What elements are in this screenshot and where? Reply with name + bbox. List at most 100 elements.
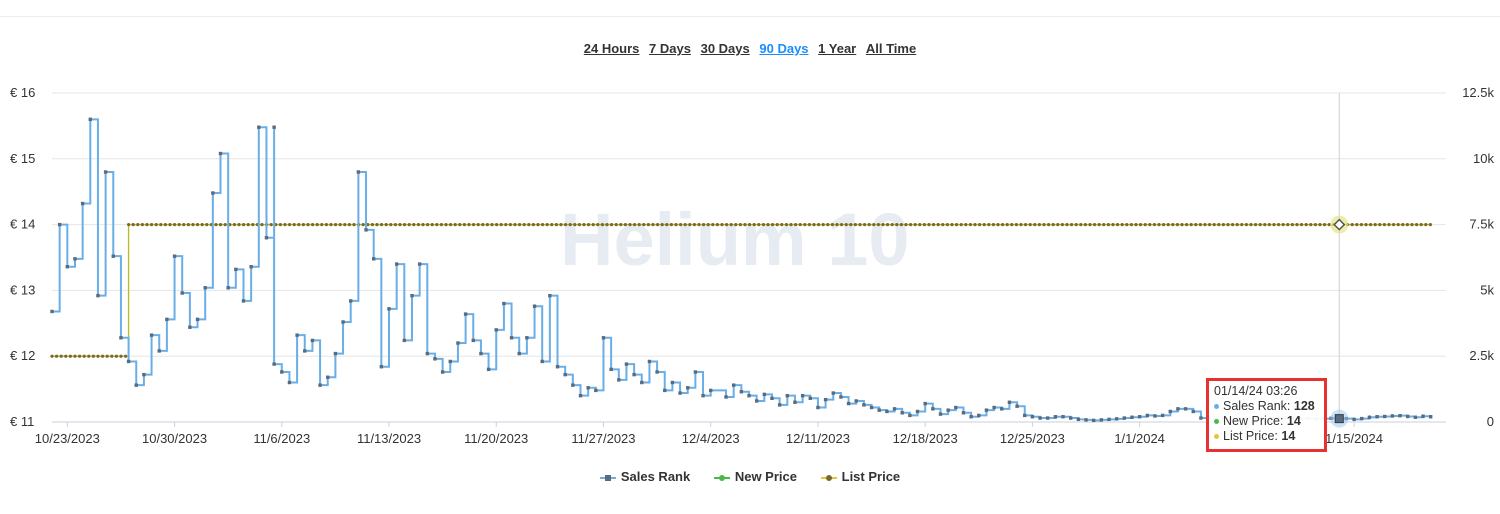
- list-price-point: [375, 223, 379, 227]
- list-price-point: [1387, 223, 1391, 227]
- list-price-point: [844, 223, 848, 227]
- list-price-point: [692, 223, 696, 227]
- list-price-point: [333, 223, 338, 227]
- sales-rank-point: [724, 395, 728, 399]
- list-price-point: [1042, 223, 1046, 227]
- list-price-point: [600, 223, 604, 227]
- list-price-point: [1033, 223, 1037, 227]
- list-price-point: [476, 223, 480, 227]
- list-price-point: [1171, 223, 1175, 227]
- list-price-point: [218, 223, 223, 227]
- tooltip: 01/14/24 03:26 Sales Rank: 128 New Price…: [1206, 378, 1327, 452]
- list-price-point: [770, 223, 775, 227]
- list-price-point: [1074, 223, 1078, 227]
- range-7-days[interactable]: 7 Days: [649, 41, 691, 56]
- list-price-point: [101, 354, 105, 358]
- list-price-point: [168, 223, 172, 227]
- range-1-year[interactable]: 1 Year: [818, 41, 857, 56]
- list-price-point: [96, 354, 100, 358]
- range-90-days[interactable]: 90 Days: [759, 41, 809, 56]
- list-price-point: [1318, 223, 1322, 227]
- sales-rank-point: [854, 399, 858, 403]
- list-price-point: [499, 223, 503, 227]
- sales-rank-point: [670, 380, 675, 385]
- sales-rank-point: [900, 411, 904, 415]
- sales-rank-point: [548, 293, 552, 298]
- list-price-point: [140, 223, 144, 227]
- list-price-point: [246, 223, 250, 227]
- sales-rank-point: [402, 338, 407, 343]
- tooltip-row-sales-rank: Sales Rank: 128: [1214, 399, 1319, 414]
- sales-rank-point: [1421, 414, 1425, 418]
- sales-rank-point: [1046, 416, 1050, 420]
- list-price-point: [324, 223, 328, 227]
- list-price-point: [504, 223, 508, 227]
- tooltip-row-list-price: List Price: 14: [1214, 429, 1319, 444]
- sales-rank-point: [1191, 409, 1195, 414]
- list-price-point: [91, 354, 95, 358]
- sales-rank-point: [502, 301, 506, 306]
- range-all-time[interactable]: All Time: [865, 41, 917, 56]
- list-price-point: [412, 223, 416, 227]
- sales-rank-point: [571, 383, 575, 387]
- list-price-point: [1382, 223, 1386, 227]
- list-price-point: [490, 223, 494, 227]
- list-price-point: [439, 223, 443, 227]
- list-price-point: [766, 223, 770, 227]
- list-price-point: [343, 223, 347, 227]
- list-price-point: [435, 223, 439, 227]
- x-tick-label: 10/30/2023: [142, 431, 207, 446]
- sales-rank-point: [126, 359, 131, 364]
- list-price-point: [1235, 223, 1239, 227]
- sales-rank-point: [241, 299, 246, 303]
- legend-item-sales-rank[interactable]: Sales Rank: [599, 469, 690, 484]
- list-price-point: [389, 223, 393, 227]
- list-price-point: [287, 223, 292, 227]
- sales-rank-point: [417, 262, 422, 266]
- sales-rank-point: [494, 328, 498, 332]
- sales-rank-point: [1360, 416, 1364, 421]
- list-price-point: [559, 223, 563, 227]
- list-price-point: [329, 223, 333, 227]
- list-price-point: [655, 223, 660, 227]
- list-price-point: [835, 223, 839, 227]
- sales-rank-point: [172, 254, 177, 258]
- y-right-tick-label: 0: [1487, 414, 1494, 429]
- sales-rank-point: [425, 351, 430, 356]
- legend-item-list-price[interactable]: List Price: [820, 469, 900, 484]
- list-price-point: [195, 223, 200, 227]
- list-price-point: [1184, 223, 1189, 227]
- range-30-days[interactable]: 30 Days: [700, 41, 750, 56]
- range-24-hours[interactable]: 24 Hours: [583, 41, 640, 56]
- list-price-point: [586, 223, 591, 227]
- list-price-point: [885, 223, 890, 227]
- list-price-point: [494, 223, 499, 227]
- list-price-point: [1230, 223, 1235, 227]
- list-price-point: [1175, 223, 1179, 227]
- list-price-point: [1212, 223, 1216, 227]
- list-price-point: [895, 223, 899, 227]
- list-price-point: [393, 223, 397, 227]
- sales-rank-point: [471, 338, 475, 343]
- list-price-point: [1056, 223, 1060, 227]
- list-price-point: [904, 223, 908, 227]
- list-price-point: [105, 354, 109, 358]
- list-price-point: [1373, 223, 1377, 227]
- list-price-point: [798, 223, 802, 227]
- list-price-point: [996, 223, 1000, 227]
- sales-rank-point: [1122, 416, 1127, 420]
- list-price-point: [1359, 223, 1363, 227]
- list-price-point: [59, 354, 63, 358]
- list-price-point: [163, 223, 167, 227]
- list-price-point: [936, 223, 940, 227]
- y-right-tick-label: 10k: [1473, 151, 1494, 166]
- list-price-point: [402, 223, 407, 227]
- list-price-point: [729, 223, 733, 227]
- sales-rank-point: [831, 391, 835, 395]
- sales-rank-point: [356, 170, 361, 174]
- sales-rank-point: [188, 325, 192, 329]
- list-price-point: [954, 223, 959, 227]
- legend-item-new-price[interactable]: New Price: [713, 469, 797, 484]
- sales-rank-point: [1030, 415, 1035, 419]
